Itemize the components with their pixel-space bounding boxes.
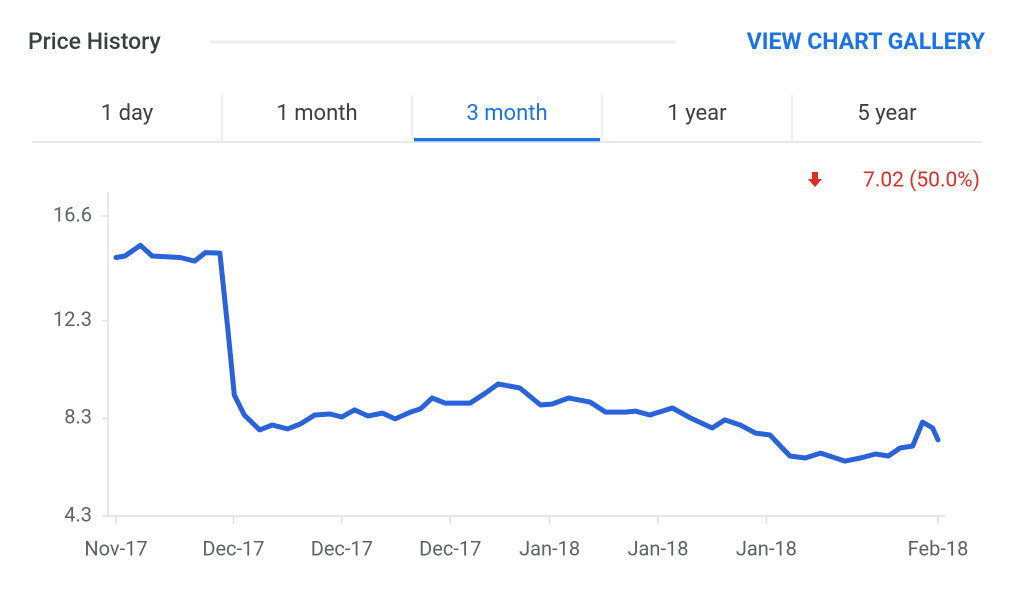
x-tick-label: Jan-18 (627, 536, 688, 560)
y-tick-label: 16.6 (53, 202, 92, 226)
tab-label[interactable]: 1 year (667, 101, 727, 126)
tab-bar: 1 day 1 month 3 month 1 year 5 year (32, 92, 982, 142)
tab-label[interactable]: 1 day (101, 101, 154, 126)
x-tick-label: Jan-18 (519, 536, 580, 560)
chart: 4.3 8.3 12.3 16.6 Nov-17 Dec-17 Dec-17 Dec-17 Ja… (53, 192, 968, 560)
price-change: 7.02 (50.0%) (863, 169, 980, 193)
y-tick-label: 8.3 (64, 405, 92, 429)
active-tab-indicator (414, 138, 600, 142)
tab-label[interactable]: 5 year (857, 101, 917, 126)
gallery-link[interactable]: VIEW CHART GALLERY (747, 28, 986, 55)
x-tick-label: Dec-17 (419, 536, 481, 560)
x-tick-label: Jan-18 (736, 536, 797, 560)
y-tick-label: 4.3 (64, 502, 92, 526)
tab[interactable]: 3 month (412, 92, 602, 142)
x-tick-label: Dec-17 (311, 536, 373, 560)
tab[interactable]: 5 year (792, 92, 982, 142)
x-tick-label: Feb-18 (908, 536, 969, 560)
section-title: Price History (28, 28, 162, 55)
tab-label[interactable]: 3 month (466, 101, 547, 126)
x-tick-label: Nov-17 (84, 536, 147, 560)
x-tick-label: Dec-17 (202, 536, 264, 560)
y-tick-label: 12.3 (53, 307, 92, 331)
price-line (113, 242, 941, 464)
tab[interactable]: 1 day (32, 92, 222, 142)
tab[interactable]: 1 month (222, 92, 412, 142)
tab-label[interactable]: 1 month (276, 101, 357, 126)
down-arrow-icon (808, 172, 822, 187)
tab[interactable]: 1 year (602, 92, 792, 142)
